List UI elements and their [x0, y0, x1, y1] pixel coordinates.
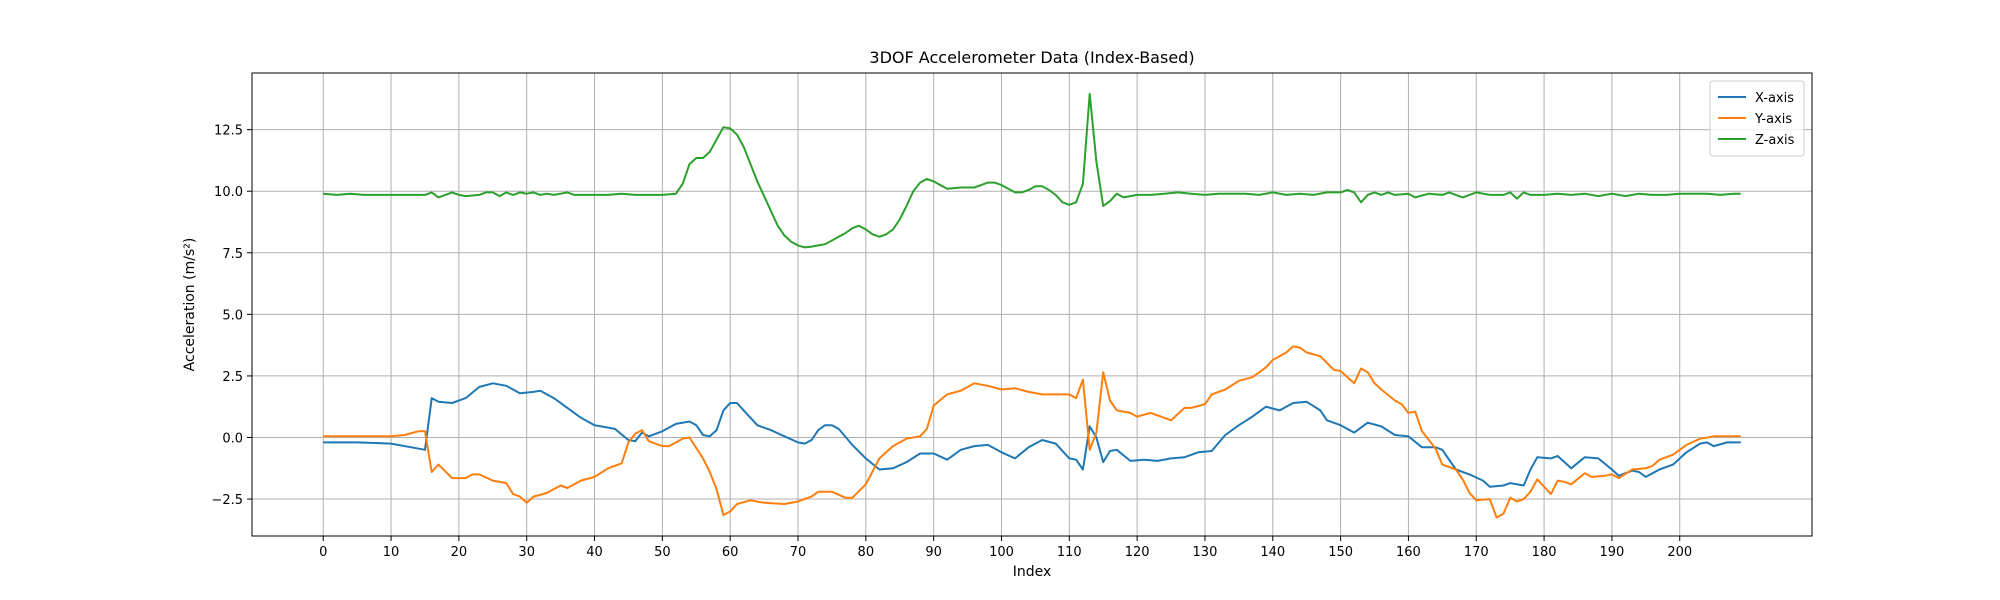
x-tick-label: 10 — [383, 545, 400, 560]
y-tick-label: 5.0 — [222, 308, 243, 323]
x-tick-label: 80 — [858, 545, 875, 560]
x-tick-label: 40 — [586, 545, 603, 560]
y-axis-label: Acceleration (m/s²) — [182, 238, 198, 372]
x-tick-label: 110 — [1057, 545, 1082, 560]
y-tick-label: −2.5 — [211, 493, 243, 508]
series-line-x-axis — [323, 382, 1741, 488]
chart-title: 3DOF Accelerometer Data (Index-Based) — [869, 48, 1194, 67]
x-tick-label: 140 — [1260, 545, 1285, 560]
legend-box — [1709, 80, 1805, 157]
plot-frame — [251, 72, 1813, 537]
x-tick-label: 100 — [989, 545, 1014, 560]
x-tick-label: 180 — [1532, 545, 1557, 560]
x-tick-label: 60 — [722, 545, 739, 560]
x-tick-label: 170 — [1464, 545, 1489, 560]
x-tick-label: 200 — [1667, 545, 1692, 560]
x-tick-label: 90 — [925, 545, 942, 560]
y-tick-label: 0.0 — [222, 431, 243, 446]
y-tick-label: 12.5 — [214, 124, 243, 139]
series-lines — [323, 92, 1741, 519]
x-axis-ticks: 0 10 20 30 40 50 60 70 80 90 100 110 120 130 140 150 160… — [319, 536, 1692, 560]
y-tick-label: 2.5 — [222, 370, 243, 385]
x-tick-label: 130 — [1193, 545, 1218, 560]
series-line-y-axis — [323, 345, 1741, 519]
grid — [252, 73, 1812, 536]
y-tick-label: 10.0 — [214, 185, 243, 200]
legend-label: Y-axis — [1754, 112, 1792, 127]
x-tick-label: 120 — [1125, 545, 1150, 560]
x-tick-label: 50 — [654, 545, 671, 560]
x-tick-label: 0 — [319, 545, 327, 560]
x-axis-label: Index — [1013, 564, 1052, 580]
x-tick-label: 20 — [451, 545, 468, 560]
x-tick-label: 150 — [1328, 545, 1353, 560]
x-tick-label: 70 — [790, 545, 807, 560]
legend: X-axis Y-axis Z-axis — [1709, 80, 1805, 157]
x-tick-label: 30 — [518, 545, 535, 560]
series-line-z-axis — [323, 92, 1741, 249]
x-tick-label: 190 — [1599, 545, 1624, 560]
y-axis-ticks: −2.5 0.0 2.5 5.0 7.5 10.0 12.5 — [211, 124, 252, 508]
legend-label: X-axis — [1755, 91, 1794, 106]
legend-label: Z-axis — [1755, 133, 1795, 148]
y-tick-label: 7.5 — [222, 247, 243, 262]
x-tick-label: 160 — [1396, 545, 1421, 560]
